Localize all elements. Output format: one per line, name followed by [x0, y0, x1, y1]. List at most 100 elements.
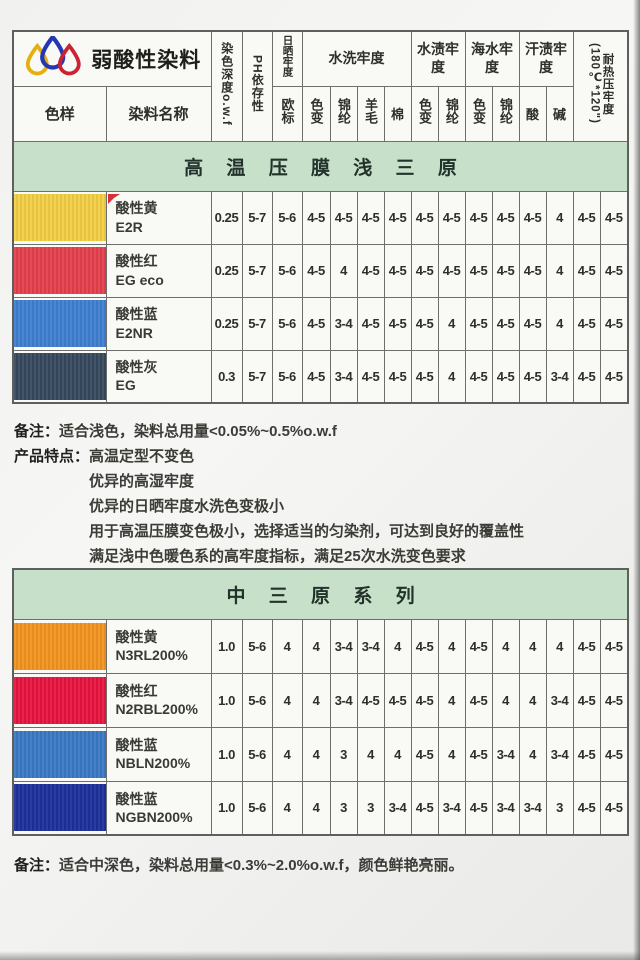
fastness-value: 3-4 [545, 672, 574, 728]
color-swatch-cell [12, 726, 107, 782]
fastness-value: 4-5 [356, 672, 385, 728]
fastness-value: 3-4 [491, 726, 520, 782]
subcol-sweat-alkali: 碱 [545, 85, 574, 142]
fastness-value: 4-5 [410, 349, 439, 404]
dye-name: 酸性红 [115, 682, 158, 699]
brand-header-cell: 弱酸性染料 [12, 30, 212, 87]
fastness-value: 4 [518, 726, 547, 782]
fastness-value: 4-5 [437, 190, 466, 245]
fastness-value: 4 [545, 190, 574, 245]
subcol-wash-colorchange: 色变 [301, 85, 331, 142]
dye-name-cell: 酸性红 N2RBL200% [105, 672, 212, 728]
fastness-value: 4 [329, 243, 358, 298]
fastness-value: 5-6 [241, 618, 273, 674]
dye-name-cell: 酸性红 EG eco [105, 243, 212, 298]
dye-code: N3RL200% [115, 647, 188, 663]
fastness-value: 4-5 [464, 243, 493, 298]
fastness-value: 3 [356, 780, 385, 836]
fastness-value: 4-5 [464, 726, 493, 782]
fastness-value: 1.0 [210, 780, 243, 836]
fastness-value: 4 [301, 672, 331, 728]
fastness-value: 4-5 [301, 296, 331, 351]
feature-item: 满足浅中色暖色系的高牢度指标，满足25次水洗变色要求 [89, 548, 466, 565]
dye-row: 酸性红 N2RBL200% 1.0 5-6 4 4 3-4 4-5 4-5 4-5 4 4-5 4 4 3-… [12, 672, 629, 728]
table1-notes: 备注： 适合浅色，染料总用量<0.05%~0.5%o.w.f 产品特点： 高温定… [14, 419, 624, 569]
fastness-value: 3 [329, 780, 358, 836]
fastness-value: 0.25 [210, 296, 243, 351]
color-swatch [14, 300, 105, 347]
note-label: 备注： [14, 423, 60, 440]
dye-name: 酸性蓝 [115, 306, 158, 323]
light-trichromatic-table: 弱酸性染料 染色深度o.w.f PH依存性 日晒牢度 水洗牢度 水渍牢度 海水牢… [12, 30, 629, 404]
color-swatch-cell [12, 243, 107, 298]
fastness-value: 4-5 [383, 190, 412, 245]
fastness-value: 4-5 [491, 243, 520, 298]
fastness-value: 4-5 [410, 243, 439, 298]
fastness-value: 4-5 [383, 296, 412, 351]
fastness-value: 4-5 [464, 296, 493, 351]
fastness-value: 4-5 [383, 243, 412, 298]
fastness-value: 4 [437, 726, 466, 782]
red-droplet-icon [58, 42, 81, 76]
fastness-value: 0.25 [210, 243, 243, 298]
fastness-value: 3-4 [356, 618, 385, 674]
fastness-value: 5-6 [271, 349, 303, 404]
color-swatch-cell [12, 618, 107, 674]
fastness-value: 4-5 [491, 349, 520, 404]
fastness-value: 3-4 [545, 726, 574, 782]
color-swatch [14, 730, 105, 778]
fastness-value: 4 [491, 672, 520, 728]
fastness-value: 4-5 [599, 618, 629, 674]
fastness-value: 5-7 [241, 190, 273, 245]
subcol-sweat-acid: 酸 [518, 85, 547, 142]
fastness-value: 4 [518, 618, 547, 674]
color-swatch [14, 622, 105, 670]
fastness-value: 4 [301, 618, 331, 674]
color-swatch [14, 247, 105, 294]
dye-name: 酸性灰 [115, 359, 158, 376]
color-swatch [14, 784, 105, 832]
fastness-value: 4-5 [572, 243, 601, 298]
fastness-value: 4-5 [518, 190, 547, 245]
feature-item: 优异的日晒牢度水洗色变极小 [89, 498, 285, 515]
fastness-value: 4-5 [356, 296, 385, 351]
blue-droplet-icon [40, 35, 66, 70]
color-swatch-cell [12, 296, 107, 351]
dye-row: 酸性灰 EG 0.3 5-7 5-6 4-5 3-4 4-5 4-5 4-5 4 4-5 4-5 4-5 3… [12, 349, 629, 404]
dye-row: 酸性黄 E2R 0.25 5-7 5-6 4-5 4-5 4-5 4-5 4-5 4-5 4-5 4-5… [12, 190, 629, 245]
dye-code: EG [115, 377, 136, 394]
col-header-perspiration: 汗渍牢度 [518, 30, 574, 87]
fastness-value: 4-5 [410, 190, 439, 245]
note-label: 备注： [14, 857, 60, 874]
fastness-value: 4-5 [464, 780, 493, 836]
fastness-value: 3-4 [329, 618, 358, 674]
dye-row: 酸性蓝 E2NR 0.25 5-7 5-6 4-5 3-4 4-5 4-5 4-5 4 4-5 4-5 4… [12, 296, 629, 351]
dye-name-cell: 酸性蓝 NGBN200% [105, 780, 212, 836]
dye-name: 酸性蓝 [115, 736, 158, 753]
fastness-value: 4 [271, 672, 303, 728]
fastness-value: 4 [545, 296, 574, 351]
fastness-value: 4-5 [410, 296, 439, 351]
col-header-depth: 染色深度o.w.f [210, 30, 243, 142]
subcol-sea-colorchange: 色变 [464, 85, 493, 142]
fastness-value: 3 [329, 726, 358, 782]
dye-code: N2RBL200% [115, 701, 198, 717]
fastness-value: 1.0 [210, 726, 243, 782]
fastness-value: 4-5 [572, 296, 601, 351]
subcol-eu-standard: 欧标 [271, 85, 303, 142]
fastness-value: 4 [437, 672, 466, 728]
fastness-value: 0.25 [210, 190, 243, 245]
color-swatch-cell [12, 672, 107, 728]
fastness-value: 4-5 [301, 349, 331, 404]
features-list: 高温定型不变色 优异的高湿牢度 优异的日晒牢度水洗色变极小 用于高温压膜变色极小… [89, 444, 524, 569]
fastness-value: 4 [356, 726, 385, 782]
table2-note: 备注： 适合中深色，染料总用量<0.3%~2.0%o.w.f，颜色鲜艳亮丽。 [14, 853, 624, 878]
dye-code: E2NR [115, 324, 153, 341]
fastness-value: 5-6 [241, 672, 273, 728]
subcol-stain-nylon: 锦纶 [437, 85, 466, 142]
fastness-value: 4-5 [464, 672, 493, 728]
section-banner-light-trichromatic: 高 温 压 膜 浅 三 原 [12, 140, 629, 192]
fastness-value: 4 [545, 243, 574, 298]
col-header-sample: 色样 [12, 85, 107, 142]
note-text: 适合浅色，染料总用量<0.05%~0.5%o.w.f [59, 423, 337, 440]
